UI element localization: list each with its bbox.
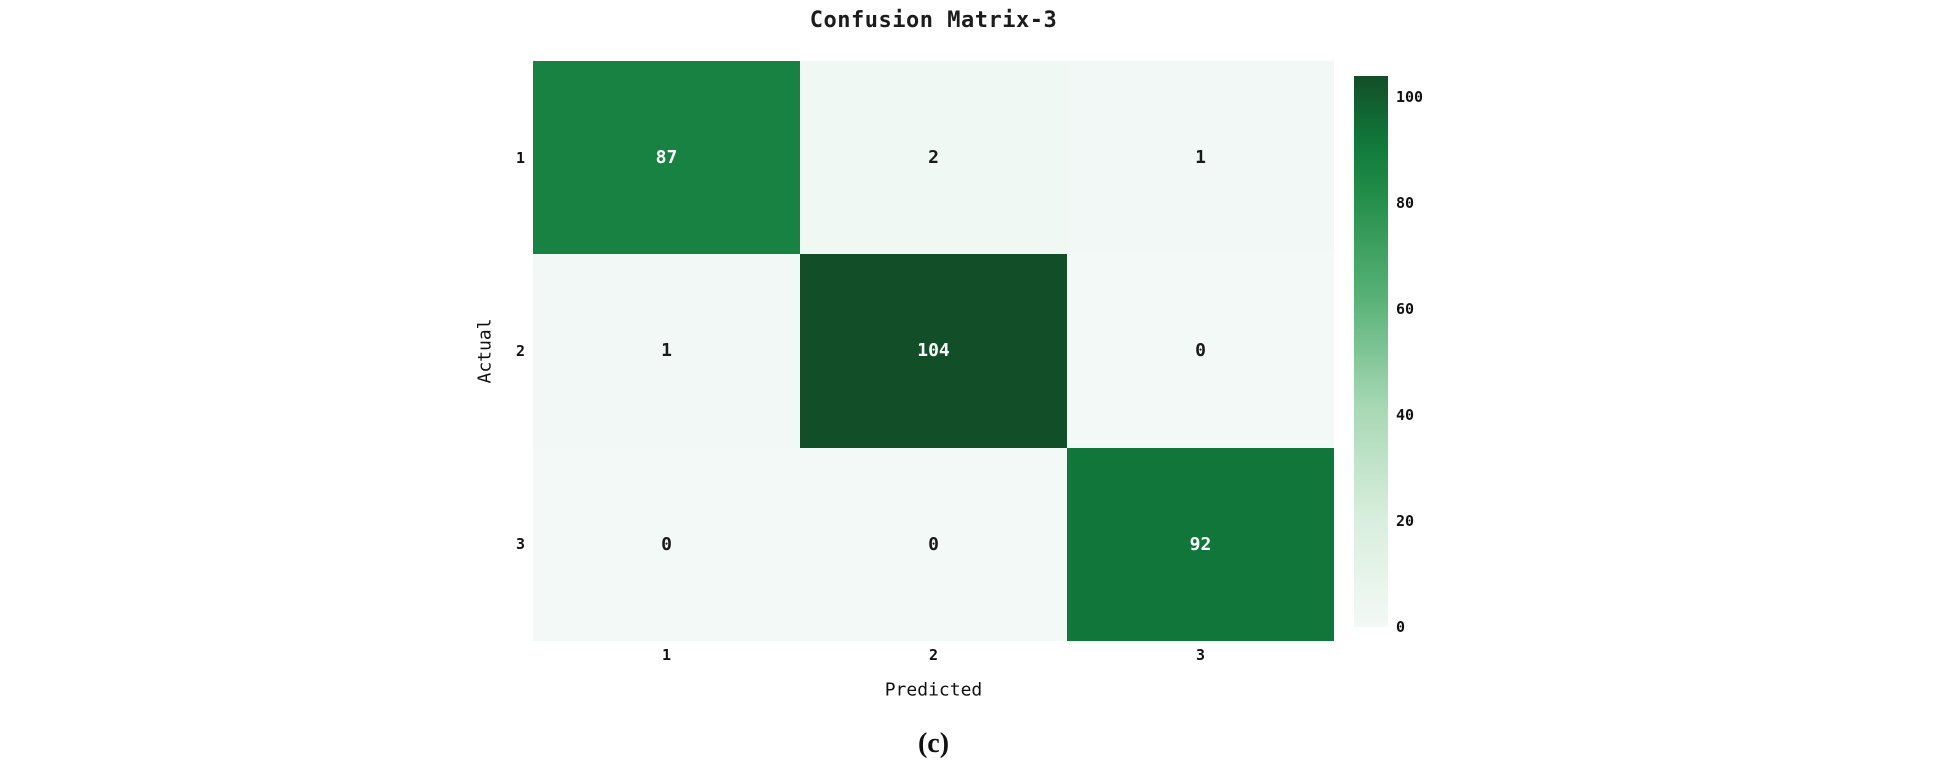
cell-value: 104 (917, 340, 950, 362)
x-tick-3: 3 (1195, 646, 1206, 664)
matrix-cell-r1c2: 2 (800, 61, 1067, 255)
cell-value: 87 (655, 147, 678, 169)
x-tick-2: 2 (928, 646, 939, 664)
cell-value: 0 (1195, 340, 1206, 362)
matrix-cell-r1c1: 87 (533, 61, 800, 255)
matrix-cell-r2c1: 1 (533, 254, 800, 448)
cell-value: 92 (1189, 533, 1212, 555)
x-axis-label: Predicted (884, 679, 983, 701)
colorbar-tick-40: 40 (1396, 406, 1415, 425)
cell-value: 1 (661, 340, 672, 362)
y-tick-1: 1 (515, 148, 525, 167)
x-tick-1: 1 (661, 646, 672, 664)
cell-value: 2 (928, 147, 939, 169)
matrix-cell-r3c2: 0 (800, 447, 1067, 641)
y-tick-2: 2 (515, 342, 525, 360)
subfigure-caption: (c) (917, 728, 950, 759)
cell-value: 0 (661, 533, 672, 555)
colorbar-tick-80: 80 (1396, 194, 1415, 213)
matrix-cell-r3c1: 0 (533, 447, 800, 641)
colorbar-tick-0: 0 (1396, 618, 1406, 636)
matrix-cell-r3c3: 92 (1067, 447, 1334, 641)
colorbar-gradient (1354, 76, 1388, 627)
colorbar-tick-60: 60 (1396, 300, 1415, 319)
y-tick-3: 3 (515, 535, 525, 554)
cell-value: 1 (1195, 147, 1206, 169)
colorbar-tick-20: 20 (1396, 512, 1415, 531)
matrix-cell-r2c3: 0 (1067, 254, 1334, 448)
chart-title: Confusion Matrix-3 (809, 8, 1058, 33)
matrix-cell-r1c3: 1 (1067, 61, 1334, 255)
heatmap-grid: 87 2 1 1 104 0 0 0 92 (533, 61, 1334, 641)
cell-value: 0 (928, 533, 939, 555)
matrix-cell-r2c2: 104 (800, 254, 1067, 448)
colorbar-tick-100: 100 (1396, 88, 1424, 107)
